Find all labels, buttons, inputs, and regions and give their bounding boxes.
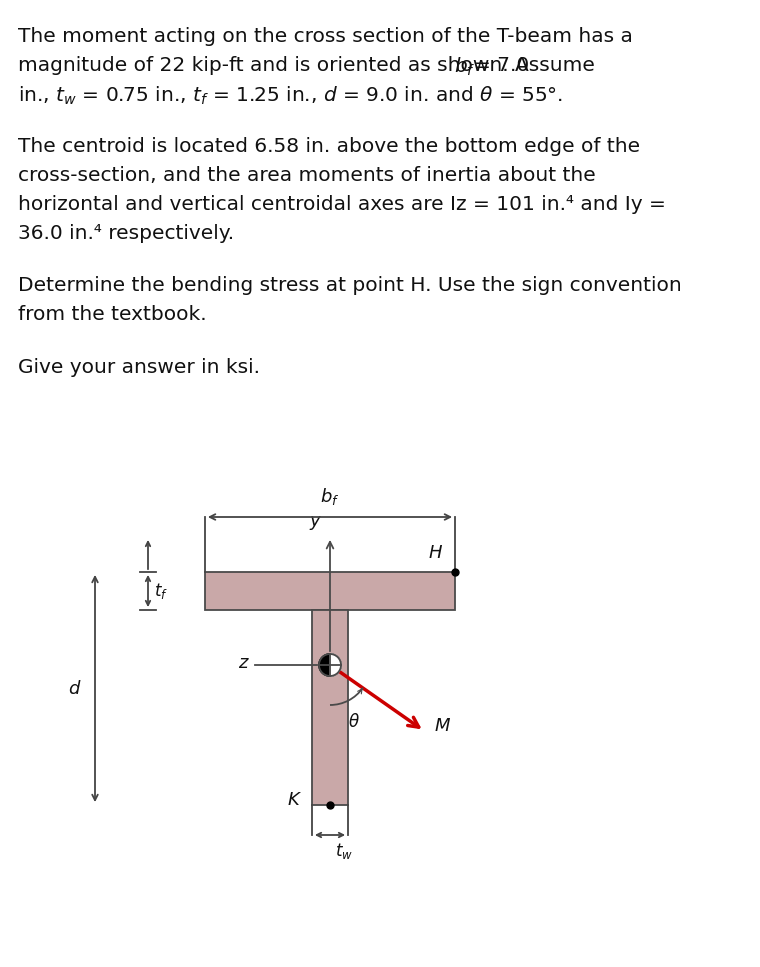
Text: Give your answer in ksi.: Give your answer in ksi.: [18, 358, 260, 376]
Text: $y$: $y$: [309, 514, 322, 532]
Text: $b_f$: $b_f$: [454, 56, 476, 78]
Text: = 7.0: = 7.0: [474, 56, 529, 75]
Text: $t_w$: $t_w$: [335, 841, 353, 861]
Text: Determine the bending stress at point H. Use the sign convention: Determine the bending stress at point H.…: [18, 277, 682, 295]
Text: $t_f$: $t_f$: [154, 581, 168, 601]
Text: 36.0 in.⁴ respectively.: 36.0 in.⁴ respectively.: [18, 224, 234, 243]
Text: $b_f$: $b_f$: [320, 486, 340, 507]
Text: $z$: $z$: [238, 654, 250, 672]
Text: $d$: $d$: [68, 680, 81, 697]
Polygon shape: [319, 654, 330, 676]
Bar: [205, 572, 455, 610]
Text: from the textbook.: from the textbook.: [18, 306, 207, 324]
Text: in., $t_w$ = 0.75 in., $t_f$ = 1.25 in., $d$ = 9.0 in. and $\theta$ = 55°.: in., $t_w$ = 0.75 in., $t_f$ = 1.25 in.,…: [18, 85, 563, 107]
Text: $K$: $K$: [287, 791, 302, 809]
Text: $\theta$: $\theta$: [348, 713, 359, 731]
Bar: [312, 610, 348, 805]
Text: horizontal and vertical centroidal axes are Iz = 101 in.⁴ and Iy =: horizontal and vertical centroidal axes …: [18, 195, 666, 215]
Circle shape: [319, 654, 341, 676]
Polygon shape: [330, 654, 341, 676]
Text: cross-section, and the area moments of inertia about the: cross-section, and the area moments of i…: [18, 166, 596, 186]
Text: The moment acting on the cross section of the T-beam has a: The moment acting on the cross section o…: [18, 27, 633, 46]
Text: The centroid is located 6.58 in. above the bottom edge of the: The centroid is located 6.58 in. above t…: [18, 137, 640, 157]
Text: $H$: $H$: [428, 544, 443, 562]
Text: magnitude of 22 kip-ft and is oriented as shown. Assume: magnitude of 22 kip-ft and is oriented a…: [18, 56, 601, 75]
Text: $M$: $M$: [434, 717, 451, 735]
